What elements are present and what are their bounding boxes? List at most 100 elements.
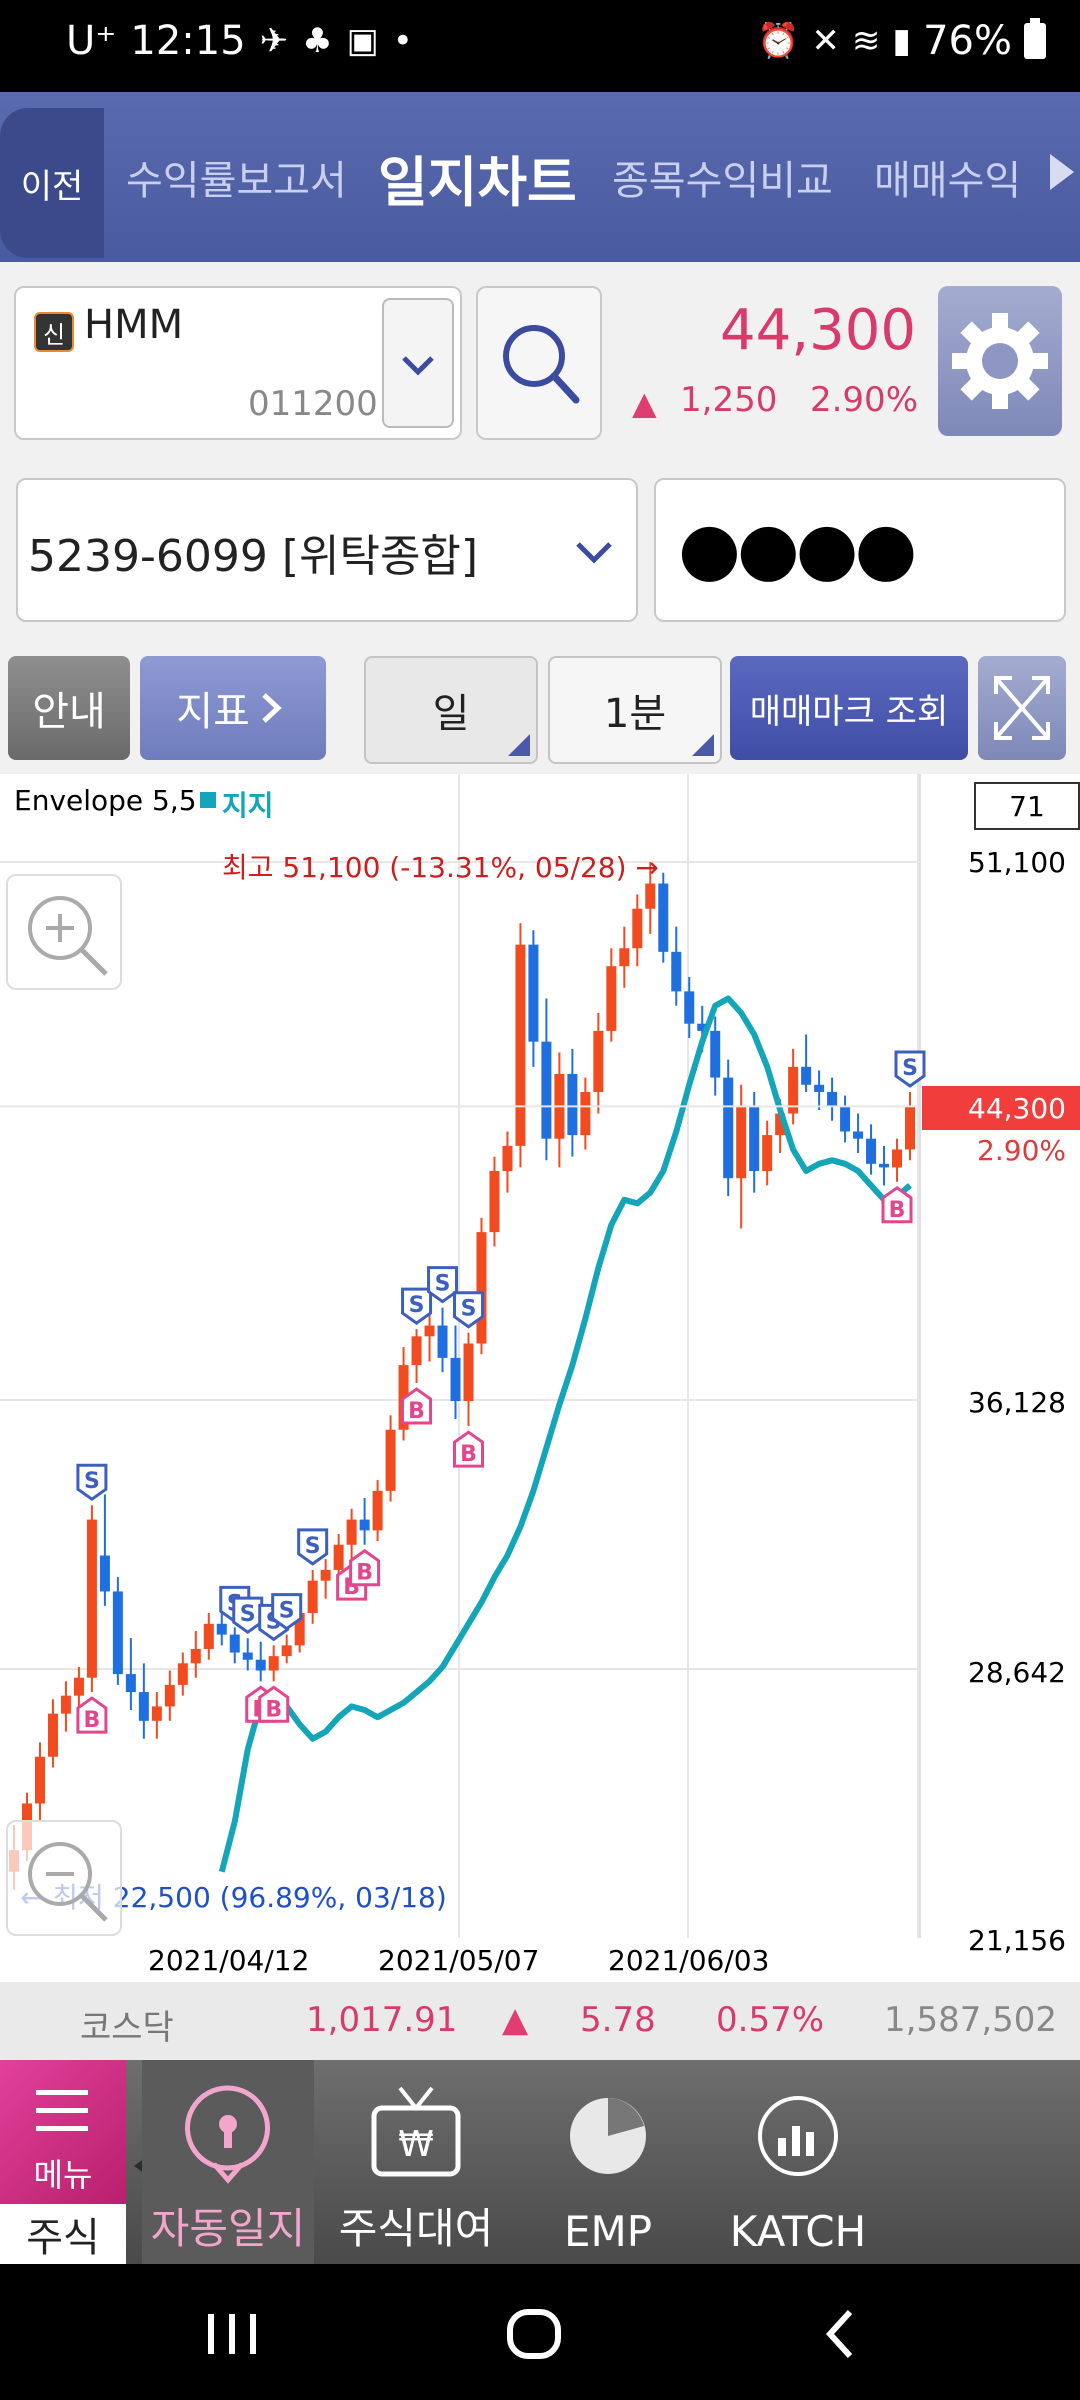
up-arrow-icon: ▲ — [502, 2000, 529, 2040]
credit-badge: 신 — [34, 312, 74, 352]
candle-body — [814, 1084, 825, 1092]
tab-stock-compare[interactable]: 종목수익비교 — [612, 158, 833, 204]
indicator-legend: Envelope 5,5 — [14, 784, 197, 817]
stock-category-label[interactable]: 주식 — [0, 2204, 126, 2264]
image-icon: ▣ — [346, 21, 379, 61]
candle-body — [801, 1066, 812, 1085]
chevron-right-icon — [262, 693, 282, 723]
buy-marker-label: B — [460, 1442, 477, 1467]
top-tab-bar: 이전 수익률보고서 일지차트 종목수익비교 매매수익 — [0, 92, 1080, 262]
menu-label: 메뉴 — [33, 2156, 93, 2194]
search-button[interactable] — [476, 286, 602, 440]
current-price: 44,300 — [720, 298, 916, 363]
buy-marker-label: B — [889, 1198, 906, 1223]
candle-body — [788, 1066, 799, 1114]
home-icon[interactable] — [502, 2304, 566, 2364]
recent-apps-icon[interactable] — [200, 2306, 264, 2362]
y-tick-label: 28,642 — [968, 1656, 1066, 1689]
chevron-down-icon — [576, 542, 612, 564]
mute-icon: ✕ — [811, 21, 840, 61]
candle-body — [515, 944, 526, 1146]
y-tick-label: 51,100 — [968, 846, 1066, 879]
x-tick-label: 2021/06/03 — [608, 1944, 770, 1977]
buy-marker — [401, 1387, 433, 1425]
candle-body — [281, 1645, 292, 1657]
tab-profit-report[interactable]: 수익률보고서 — [126, 158, 347, 204]
sell-marker — [297, 1528, 329, 1566]
current-percent-label: 2.90% — [977, 1134, 1066, 1167]
market-index-bar[interactable]: 코스닥 1,017.91 ▲ 5.78 0.57% 1,587,502 — [0, 1982, 1080, 2060]
sell-marker-label: S — [461, 1297, 477, 1322]
password-mask: ●●●● — [678, 506, 917, 590]
candle-body — [320, 1569, 331, 1581]
account-number: 5239-6099 [위탁종합] — [28, 531, 479, 582]
candle-body — [671, 951, 682, 992]
dropdown-corner-icon — [692, 734, 714, 756]
tab-trade-profit[interactable]: 매매수익 — [874, 158, 1022, 204]
dock-item-auto-journal[interactable]: 자동일지 — [142, 2060, 314, 2264]
candle-body — [528, 944, 539, 1042]
up-arrow-icon: ▲ — [632, 384, 657, 422]
candle-body — [502, 1145, 513, 1172]
stock-dropdown-button[interactable] — [382, 298, 454, 428]
volte-icon: ✈ — [259, 21, 289, 61]
candle-body — [775, 1113, 786, 1136]
sell-marker-label: S — [240, 1602, 256, 1627]
dropdown-corner-icon — [508, 734, 530, 756]
candle-body — [476, 1232, 487, 1344]
candle-body — [164, 1684, 175, 1707]
candle-body — [905, 1106, 915, 1150]
candlestick-chart[interactable]: BBBBBBBBSSSSSSSSSS Envelope 5,5 지지 71 51… — [0, 774, 1080, 1982]
candle-body — [385, 1429, 396, 1491]
zoom-in-button[interactable] — [6, 874, 122, 990]
toolbar: 안내 지표 일 1분 매매마크 조회 — [0, 642, 1080, 774]
candle-count-box[interactable]: 71 — [974, 782, 1080, 830]
chart-canvas: BBBBBBBBSSSSSSSSSS — [0, 774, 926, 1938]
price-change: 1,250 — [680, 380, 778, 420]
zoom-out-button[interactable] — [6, 1820, 122, 1936]
candle-body — [73, 1677, 84, 1696]
index-name: 코스닥 — [80, 2008, 174, 2048]
candle-body — [268, 1656, 279, 1671]
buy-marker — [452, 1430, 484, 1468]
index-value: 1,017.91 — [306, 2000, 458, 2040]
period-select[interactable]: 일 — [364, 656, 538, 764]
candle-body — [593, 1030, 604, 1092]
settings-button[interactable] — [938, 286, 1062, 436]
candle-body — [112, 1591, 123, 1675]
back-nav-icon[interactable] — [816, 2304, 864, 2364]
dock-item-stock-lending[interactable]: ₩ 주식대여 — [330, 2060, 502, 2264]
account-selector[interactable]: 5239-6099 [위탁종합] — [16, 478, 638, 622]
tab-journal-chart[interactable]: 일지차트 — [378, 150, 577, 214]
back-button[interactable]: 이전 — [0, 108, 104, 258]
guide-button[interactable]: 안내 — [8, 656, 130, 760]
trade-mark-query-button[interactable]: 매매마크 조회 — [730, 656, 968, 760]
tab-scroll-right-icon[interactable] — [1050, 154, 1074, 190]
dock-item-emp[interactable]: EMP — [522, 2060, 694, 2264]
support-line — [218, 995, 912, 1873]
candle-body — [151, 1706, 162, 1721]
indicator-button[interactable]: 지표 — [140, 656, 326, 760]
candle-body — [190, 1648, 201, 1664]
candle-body — [710, 1030, 721, 1078]
candle-body — [749, 1106, 760, 1172]
fullscreen-button[interactable] — [978, 656, 1066, 760]
candle-body — [242, 1652, 253, 1660]
menu-button[interactable]: 메뉴 — [0, 2060, 126, 2204]
buy-marker — [881, 1185, 913, 1224]
legend-swatch — [200, 792, 216, 808]
candle-body — [411, 1336, 422, 1366]
candle-body — [34, 1756, 45, 1804]
interval-select[interactable]: 1분 — [548, 656, 722, 764]
password-field[interactable]: ●●●● — [654, 478, 1066, 622]
search-icon — [503, 325, 580, 404]
buy-marker — [349, 1548, 381, 1587]
candle-body — [229, 1634, 240, 1653]
candle-body — [632, 908, 643, 949]
dock-item-katch[interactable]: KATCH — [712, 2060, 884, 2264]
candle-body — [723, 1077, 734, 1179]
candle-body — [60, 1695, 71, 1714]
carrier-label: U⁺ — [66, 18, 117, 64]
stock-selector[interactable]: 신 HMM 011200 — [14, 286, 462, 440]
stock-row: 신 HMM 011200 44,300 ▲ 1,250 2.90% — [0, 262, 1080, 462]
